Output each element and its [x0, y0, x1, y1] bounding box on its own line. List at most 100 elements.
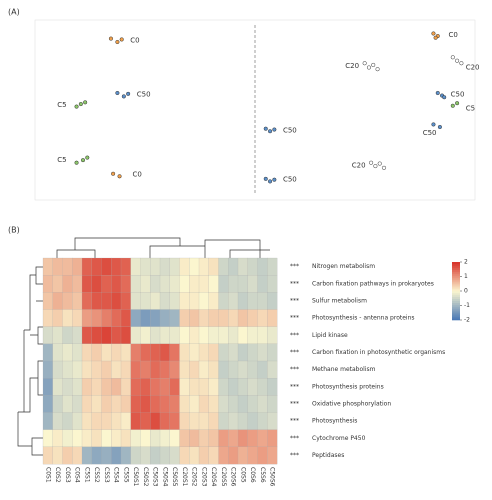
cell	[189, 412, 200, 430]
cell	[169, 446, 180, 465]
cell	[120, 360, 132, 379]
point	[268, 129, 273, 134]
colorbar-step	[452, 292, 460, 296]
cell	[130, 360, 141, 379]
cell	[198, 309, 210, 327]
cell	[189, 378, 200, 396]
row-mark: ***	[290, 366, 299, 373]
cell	[267, 360, 278, 379]
cell	[140, 326, 151, 345]
point	[126, 91, 131, 96]
cell	[198, 395, 210, 413]
cell	[267, 343, 278, 362]
group-label: C0	[130, 36, 139, 44]
cell	[150, 412, 161, 430]
point	[121, 94, 126, 99]
cell	[111, 395, 122, 413]
column-label: C0S1	[44, 467, 51, 483]
cell	[120, 412, 132, 430]
cell	[81, 309, 93, 327]
colorbar-step	[452, 283, 460, 286]
row-mark: ***	[290, 435, 299, 442]
cell	[81, 412, 93, 430]
point	[272, 127, 277, 132]
cell	[42, 257, 54, 276]
cell	[52, 326, 63, 345]
cell	[81, 275, 93, 293]
cell	[208, 360, 219, 379]
cell	[42, 360, 54, 379]
colorbar-step	[452, 291, 460, 294]
cell	[257, 412, 268, 430]
colorbar-step	[452, 267, 460, 271]
row-mark: ***	[290, 315, 299, 322]
cell	[189, 395, 200, 413]
cell	[228, 395, 239, 413]
cell	[208, 326, 219, 345]
cell	[52, 360, 63, 379]
colorbar-step	[452, 287, 460, 290]
row-label: Photosynthesis	[312, 418, 357, 425]
cell	[42, 395, 54, 413]
column-label: C50S6	[269, 467, 276, 487]
cell	[91, 326, 102, 345]
cell	[101, 412, 112, 430]
cell	[198, 343, 210, 362]
cell	[81, 378, 93, 396]
cell	[159, 309, 171, 327]
panel-label: (A)	[8, 8, 20, 17]
cell	[267, 395, 278, 413]
cell	[208, 275, 219, 293]
cell	[257, 309, 268, 327]
cell	[52, 446, 63, 465]
cell	[72, 429, 83, 448]
colorbar-step	[452, 275, 460, 278]
point	[74, 104, 79, 109]
column-label: C0S5	[239, 467, 246, 483]
cell	[159, 343, 171, 362]
cell	[218, 360, 229, 379]
column-label: C20S5	[220, 467, 227, 487]
row-label: Sulfur metabolism	[312, 297, 367, 304]
cell	[208, 378, 219, 396]
cell	[120, 309, 132, 327]
cell	[267, 309, 278, 327]
cell	[237, 446, 249, 465]
cell	[72, 275, 83, 293]
cell	[218, 412, 229, 430]
cell	[218, 257, 229, 276]
cell	[189, 326, 200, 345]
cell	[198, 360, 210, 379]
column-label: C20S4	[210, 467, 217, 487]
cell	[91, 275, 102, 293]
cell	[218, 429, 229, 448]
cell	[120, 429, 132, 448]
column-label: C5S6	[259, 467, 266, 483]
cell	[111, 326, 122, 345]
colorbar-label: -2	[464, 317, 470, 324]
cell	[111, 309, 122, 327]
row-label: Carbon fixation in photosynthetic organi…	[312, 349, 445, 356]
cell	[169, 309, 180, 327]
cell	[267, 257, 278, 276]
cell	[130, 326, 141, 345]
group-label: C5	[466, 104, 475, 112]
cell	[257, 326, 268, 345]
cell	[198, 429, 210, 448]
cell	[111, 429, 122, 448]
cell	[101, 275, 112, 293]
cell	[228, 275, 239, 293]
row-mark: ***	[290, 332, 299, 339]
cell	[198, 257, 210, 276]
cell	[62, 412, 73, 430]
cell	[140, 275, 151, 293]
cell	[189, 275, 200, 293]
cell	[169, 275, 180, 293]
cell	[208, 257, 219, 276]
cell	[62, 378, 73, 396]
cell	[179, 446, 190, 465]
cell	[208, 395, 219, 413]
cell	[179, 275, 190, 293]
panel-b: *** Nitrogen metabolism *** Carbon fixation…	[42, 257, 470, 487]
cell	[150, 429, 161, 448]
